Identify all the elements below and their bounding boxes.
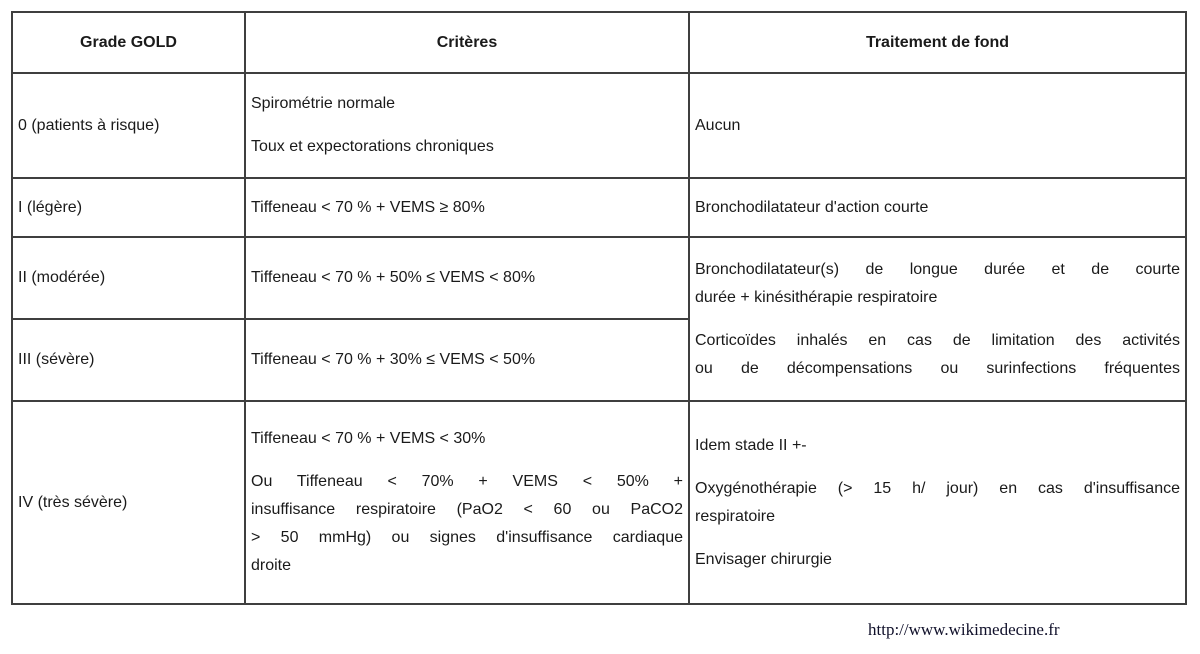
cell-line: insuffisance respiratoire (PaO2 < 60 ou …	[251, 501, 683, 518]
table-row-grade-4: IV (très sévère) Tiffeneau < 70 % + VEMS…	[11, 400, 1187, 605]
traitement-cell: Bronchodilatateur d'action courte	[688, 177, 1187, 238]
cell-paragraph: Bronchodilatateur(s) de longue durée et …	[695, 256, 1180, 312]
traitement-cell: Idem stade II +- Oxygénothérapie (> 15 h/…	[688, 400, 1187, 605]
cell-line: ou de décompensations ou surinfections f…	[695, 359, 1180, 377]
cell-paragraph: Spirométrie normale	[251, 90, 683, 118]
cell-paragraph: Tiffeneau < 70 % + VEMS ≥ 80%	[251, 194, 683, 222]
cell-line: > 50 mmHg) ou signes d'insuffisance card…	[251, 529, 683, 546]
cell-paragraph: Aucun	[695, 112, 1180, 140]
header-traitement-de-fond: Traitement de fond	[688, 11, 1187, 74]
cell-line: durée + kinésithérapie respiratoire	[695, 288, 938, 306]
traitement-merged-cell: Bronchodilatateur(s) de longue durée et …	[688, 236, 1187, 402]
header-criteres: Critères	[244, 11, 690, 74]
header-grade-gold: Grade GOLD	[11, 11, 246, 74]
cell-paragraph: Tiffeneau < 70 % + 50% ≤ VEMS < 80%	[251, 264, 683, 292]
cell-paragraph: Envisager chirurgie	[695, 546, 1180, 574]
cell-line: Toux et expectorations chroniques	[251, 138, 494, 155]
cell-line: Tiffeneau < 70 % + 50% ≤ VEMS < 80%	[251, 269, 536, 286]
grade-cell: I (légère)	[11, 177, 246, 238]
cell-line: Bronchodilatateur(s) de longue durée et …	[695, 260, 1180, 278]
table-row-grade-2: II (modérée) Tiffeneau < 70 % + 50% ≤ VE…	[11, 236, 1187, 402]
criteres-cell: Tiffeneau < 70 % + 50% ≤ VEMS < 80%	[244, 236, 690, 320]
cell-line: Ou Tiffeneau < 70% + VEMS < 50% +	[251, 473, 683, 490]
table-row-grade-0: 0 (patients à risque) Spirométrie normal…	[11, 72, 1187, 179]
criteres-cell: Tiffeneau < 70 % + 30% ≤ VEMS < 50%	[244, 318, 690, 402]
cell-paragraph: Tiffeneau < 70 % + VEMS < 30%	[251, 425, 683, 453]
criteres-cell: Spirométrie normale Toux et expectoration…	[244, 72, 690, 179]
table-header-row: Grade GOLD Critères Traitement de fond	[11, 11, 1187, 74]
cell-line: Tiffeneau < 70 % + VEMS < 30%	[251, 430, 486, 447]
cell-line: Aucun	[695, 116, 741, 134]
cell-line: respiratoire	[695, 507, 776, 525]
table-row-grade-1: I (légère) Tiffeneau < 70 % + VEMS ≥ 80%…	[11, 177, 1187, 238]
grade-cell: II (modérée)	[11, 236, 246, 320]
grade-cell: 0 (patients à risque)	[11, 72, 246, 179]
cell-paragraph: Bronchodilatateur d'action courte	[695, 194, 1180, 222]
table-row-grade-3: III (sévère) Tiffeneau < 70 % + 30% ≤ VE…	[11, 318, 1186, 402]
cell-paragraph: Corticoïdes inhalés en cas de limitation…	[695, 327, 1180, 383]
grade-cell: IV (très sévère)	[11, 400, 246, 605]
cell-paragraph: Ou Tiffeneau < 70% + VEMS < 50% + insuffi…	[251, 468, 683, 580]
cell-paragraph: Oxygénothérapie (> 15 h/ jour) en cas d'…	[695, 475, 1180, 531]
cell-paragraph: Tiffeneau < 70 % + 30% ≤ VEMS < 50%	[251, 346, 683, 374]
cell-line: droite	[251, 557, 292, 574]
cell-line: Envisager chirurgie	[695, 550, 832, 568]
criteres-cell: Tiffeneau < 70 % + VEMS < 30% Ou Tiffenea…	[244, 400, 690, 605]
cell-line: Spirométrie normale	[251, 95, 396, 112]
cell-paragraph: Toux et expectorations chroniques	[251, 133, 683, 161]
cell-line: Corticoïdes inhalés en cas de limitation…	[695, 331, 1180, 349]
grade-cell: III (sévère)	[11, 318, 246, 402]
traitement-cell: Aucun	[688, 72, 1187, 179]
gold-grade-table: Grade GOLD Critères Traitement de fond 0…	[11, 11, 1187, 605]
cell-line: Tiffeneau < 70 % + 30% ≤ VEMS < 50%	[251, 351, 536, 368]
cell-line: Oxygénothérapie (> 15 h/ jour) en cas d'…	[695, 479, 1180, 497]
cell-line: Idem stade II +-	[695, 436, 807, 454]
cell-line: Bronchodilatateur d'action courte	[695, 198, 929, 216]
wikimedecine-link[interactable]: http://www.wikimedecine.fr	[868, 620, 1060, 639]
cell-line: Tiffeneau < 70 % + VEMS ≥ 80%	[251, 198, 485, 216]
criteres-cell: Tiffeneau < 70 % + VEMS ≥ 80%	[244, 177, 690, 238]
cell-paragraph: Idem stade II +-	[695, 432, 1180, 460]
